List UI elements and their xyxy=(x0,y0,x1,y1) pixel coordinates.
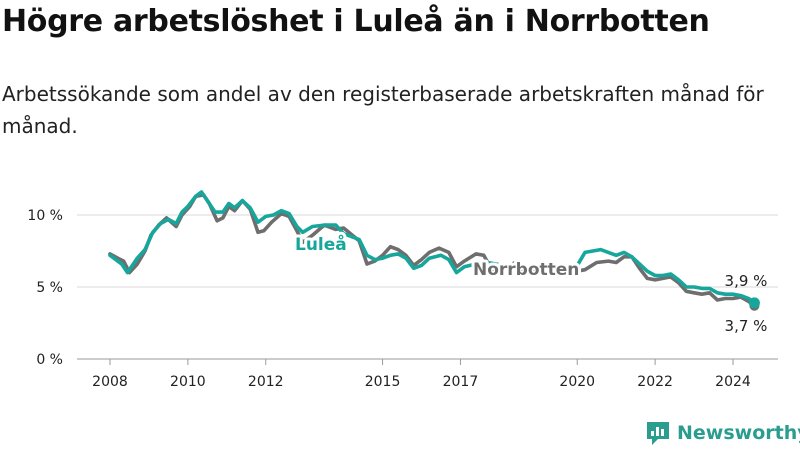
lulea-line xyxy=(108,190,757,305)
x-tick-label: 2010 xyxy=(170,374,206,390)
line-chart: 0 % 5 % 10 % 2008 2010 2012 2015 2017 2020 2022 20… xyxy=(27,190,778,390)
y-tick-label: 5 % xyxy=(36,280,63,296)
chart-title: Högre arbetslöshet i Luleå än i Norrbott… xyxy=(2,4,710,39)
x-tick-label: 2020 xyxy=(559,374,595,390)
x-tick-label: 2024 xyxy=(715,374,751,390)
norrbotten-series-label: Norrbotten xyxy=(473,260,579,280)
x-tick-label: 2012 xyxy=(248,374,284,390)
norrbotten-end-label: 3,7 % xyxy=(725,317,768,335)
y-tick-label: 10 % xyxy=(27,208,63,224)
brand-logo: Newsworthy xyxy=(645,420,800,446)
chart-subtitle: Arbetssökande som andel av den registerb… xyxy=(2,82,764,138)
y-tick-label: 0 % xyxy=(36,352,63,368)
norrbotten-series-label-halo: Norrbotten xyxy=(473,260,579,280)
newsworthy-logo-icon xyxy=(647,422,669,445)
lulea-series-label: Luleå xyxy=(295,233,347,255)
lulea-end-marker xyxy=(748,297,760,309)
x-tick-label: 2022 xyxy=(637,374,673,390)
brand-name: Newsworthy xyxy=(677,422,800,444)
x-tick-label: 2017 xyxy=(443,374,479,390)
norrbotten-line xyxy=(108,193,757,308)
lulea-end-label: 3,9 % xyxy=(725,272,768,290)
x-tick-label: 2015 xyxy=(365,374,401,390)
lulea-series-label-halo: Luleå xyxy=(295,233,347,255)
x-tick-label: 2008 xyxy=(92,374,128,390)
